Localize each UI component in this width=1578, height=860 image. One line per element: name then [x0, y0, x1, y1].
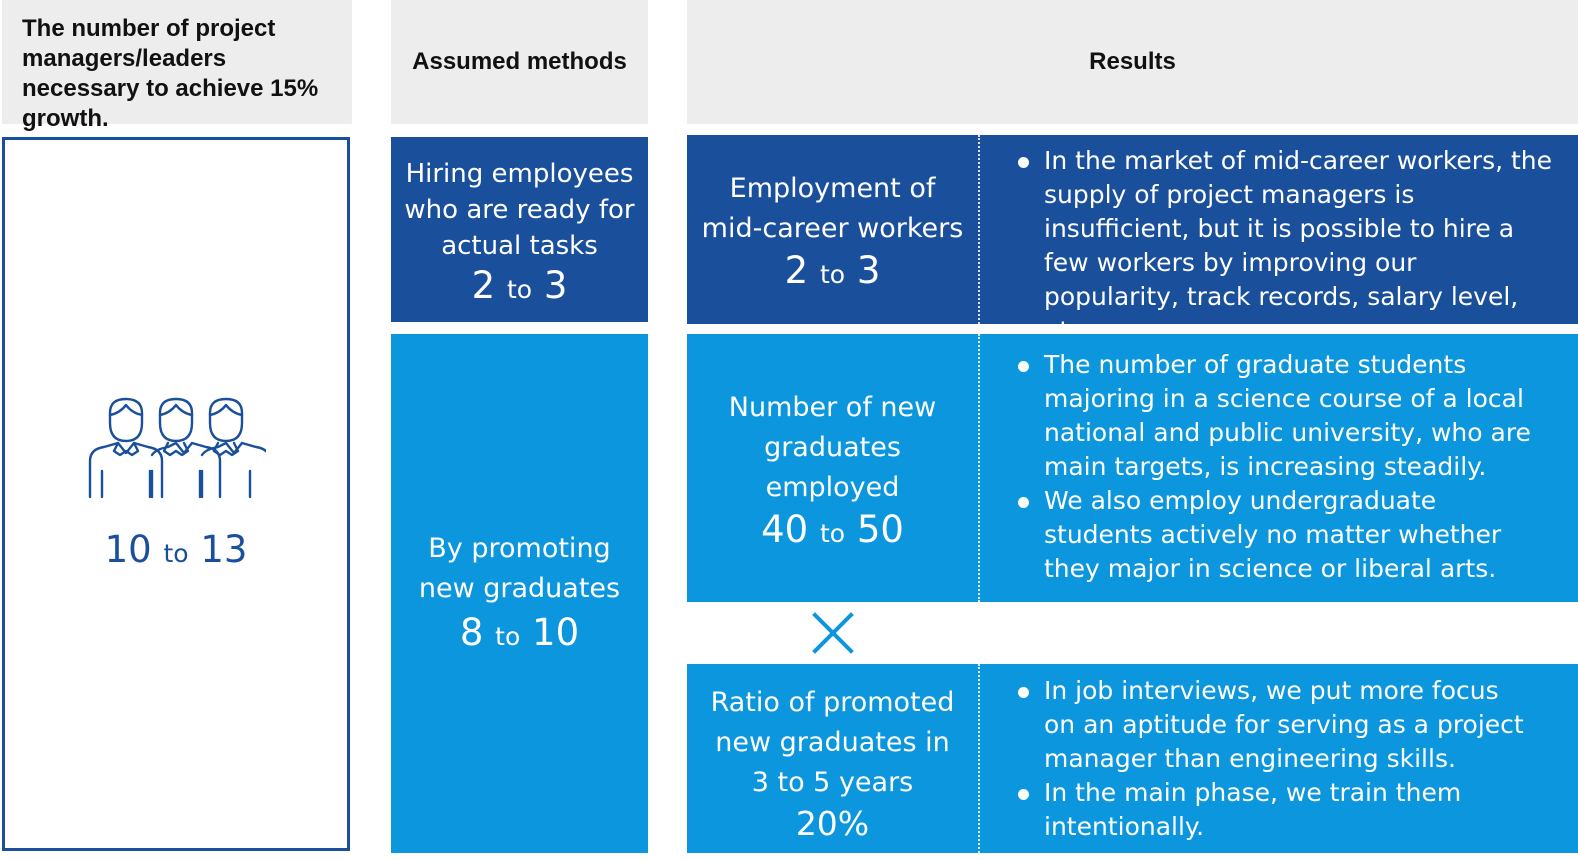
header-results: Results [687, 0, 1578, 124]
method-promoting-from: 8 [459, 610, 484, 654]
result-graduates-from: 40 [761, 508, 809, 551]
result-midcareer-label: Employment of mid-career workers [701, 172, 964, 244]
result-graduates-bullet: The number of graduate students majoring… [1014, 348, 1544, 484]
method-hiring-to-word: to [506, 274, 533, 304]
header-required-leaders-text: The number of project managers/leaders n… [22, 15, 319, 132]
method-promoting-label: By promoting new graduates [418, 532, 621, 604]
method-hiring-to: 3 [543, 263, 568, 307]
result-graduates-to-word: to [819, 519, 846, 548]
total-from: 10 [104, 528, 152, 571]
header-assumed-methods-text: Assumed methods [412, 48, 627, 75]
result-ratio-bullet: In the main phase, we train them intenti… [1014, 776, 1534, 844]
method-promoting-to: 10 [532, 610, 580, 654]
result-graduates-metric: Number of new graduates employed 40 to 5… [687, 334, 978, 602]
result-graduates-bullets: The number of graduate students majoring… [1014, 348, 1544, 586]
header-results-text: Results [1089, 48, 1176, 75]
result-graduates-bullet: We also employ undergraduate students ac… [1014, 484, 1544, 586]
result-graduates-range: 40 to 50 [761, 508, 904, 556]
header-assumed-methods: Assumed methods [391, 0, 648, 124]
people-group-icon [88, 397, 266, 499]
result-ratio-bullet: In job interviews, we put more focus on … [1014, 674, 1534, 776]
result-midcareer-to-word: to [819, 259, 846, 289]
total-leaders-box [2, 137, 350, 851]
result-ratio-box [687, 664, 1578, 853]
method-promoting-box: By promoting new graduates 8 to 10 [391, 334, 648, 853]
result-graduates-divider [978, 334, 980, 602]
method-hiring-box: Hiring employees who are ready for actua… [391, 137, 648, 322]
result-ratio-label: Ratio of promoted new graduates in 3 to … [710, 686, 955, 798]
result-graduates-to: 50 [856, 508, 904, 551]
result-midcareer-to: 3 [856, 248, 881, 292]
result-midcareer-bullet: In the market of mid-career workers, the… [1014, 144, 1554, 348]
multiply-icon [812, 612, 854, 654]
result-midcareer-box [687, 135, 1578, 324]
method-promoting-to-word: to [495, 621, 521, 651]
result-midcareer-metric: Employment of mid-career workers 2 to 3 [687, 135, 978, 324]
result-graduates-box [687, 334, 1578, 602]
method-hiring-from: 2 [471, 263, 496, 307]
header-required-leaders: The number of project managers/leaders n… [2, 0, 352, 132]
result-ratio-value: 20% [795, 803, 870, 843]
result-ratio-bullets: In job interviews, we put more focus on … [1014, 674, 1534, 844]
result-midcareer-range: 2 to 3 [785, 249, 881, 297]
method-promoting-range: 8 to 10 [460, 611, 579, 659]
result-ratio-metric: Ratio of promoted new graduates in 3 to … [687, 664, 978, 853]
result-midcareer-from: 2 [784, 248, 809, 292]
result-midcareer-divider [978, 135, 980, 324]
total-to-word: to [163, 539, 189, 568]
total-to: 13 [200, 528, 248, 571]
total-leaders-range: 10 to 13 [2, 528, 350, 576]
result-midcareer-bullets: In the market of mid-career workers, the… [1014, 144, 1554, 348]
result-ratio-divider [978, 664, 980, 853]
result-graduates-label: Number of new graduates employed [728, 392, 937, 503]
method-hiring-range: 2 to 3 [472, 264, 568, 312]
method-hiring-label: Hiring employees who are ready for actua… [404, 158, 635, 261]
